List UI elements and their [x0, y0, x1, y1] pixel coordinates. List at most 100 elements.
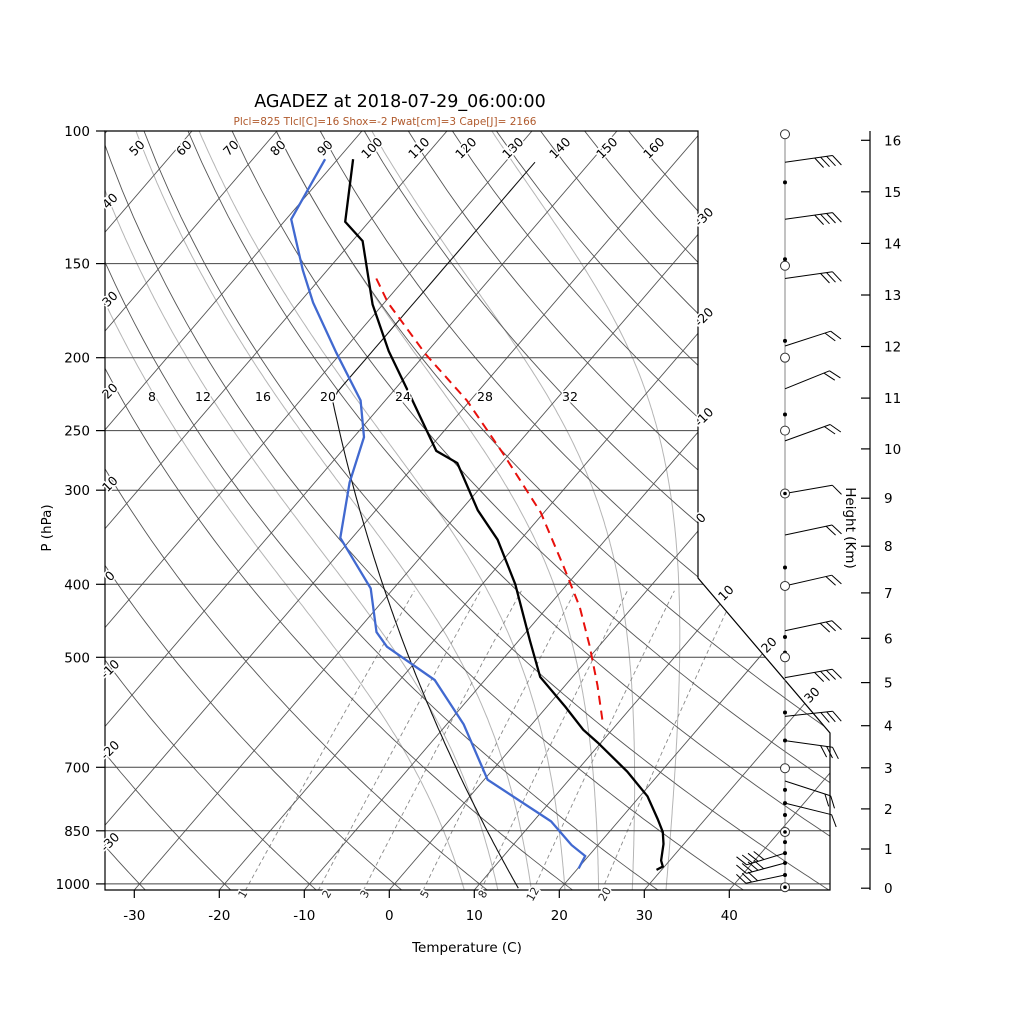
wind-barb-staff	[784, 668, 833, 679]
temperature-curve	[343, 159, 665, 871]
pressure-axis: 100 150 200 250 300 400 500 700 850 1000	[56, 124, 105, 893]
dry-adiabat-label: 120	[452, 134, 480, 162]
wind-barb-feather	[741, 863, 753, 873]
temperature-tick-label: 10	[466, 908, 483, 924]
wind-level-dot	[783, 635, 787, 640]
wind-barb-feather	[830, 330, 842, 340]
wind-barb-feather	[820, 156, 830, 168]
moist-adiabat-label: 12	[195, 389, 211, 404]
chart-title: AGADEZ at 2018-07-29_06:00:00	[254, 92, 546, 112]
wind-barb-feather	[820, 213, 830, 225]
dry-adiabat-label: 70	[220, 137, 242, 159]
wind-level-circle	[780, 580, 790, 591]
pressure-tick-label: 700	[64, 760, 90, 776]
wind-barb-feather	[823, 372, 836, 381]
wind-barb-staff	[784, 424, 831, 442]
wind-barb-staff	[784, 271, 833, 279]
pressure-tick-label: 850	[64, 824, 90, 840]
wind-barb-feather	[814, 214, 824, 225]
dry-adiabat-label: 30	[99, 288, 121, 310]
wind-barb-feather	[831, 668, 842, 679]
height-tick-label: 7	[884, 586, 893, 602]
wind-barb-feather	[753, 851, 765, 860]
dry-adiabat-label: 150	[593, 134, 621, 162]
wind-barb-feather	[831, 620, 842, 630]
wind-barb-staff	[784, 780, 831, 797]
wind-barb-feather	[826, 213, 836, 224]
pressure-tick-label: 100	[64, 124, 90, 140]
height-tick-label: 8	[884, 539, 893, 555]
standard-atmosphere-curve	[332, 161, 536, 889]
wind-barb-staff	[784, 155, 833, 163]
wind-barb-feather	[736, 864, 747, 874]
wind-barb-staff	[745, 874, 786, 884]
wind-barb-column	[736, 129, 842, 893]
wind-barb-feather	[831, 574, 842, 585]
moist-adiabat-label: 28	[477, 389, 493, 404]
wind-barb-staff	[784, 524, 833, 536]
wind-barb-feather	[831, 524, 842, 535]
wind-barb-feather	[820, 712, 830, 723]
wind-barb-feather	[824, 426, 836, 435]
wind-barb-feather	[825, 576, 836, 586]
wind-barb-staff	[784, 802, 832, 816]
height-tick-label: 12	[884, 340, 901, 356]
wind-level-circle	[780, 652, 790, 663]
wind-level-dot	[783, 412, 787, 417]
temperature-tick-label: -10	[293, 908, 315, 924]
plot-grid-area	[105, 131, 830, 890]
wind-barb-feather	[831, 484, 842, 495]
temperature-tick-label: 0	[385, 908, 394, 924]
wind-barb-feather	[819, 622, 831, 633]
temperature-tick-label: 30	[636, 908, 653, 924]
wind-level-circle	[780, 352, 790, 363]
wind-barb-feather	[832, 212, 842, 223]
wind-barb-staff	[784, 212, 833, 220]
isotherm-label: -10	[691, 404, 716, 429]
height-tick-label: 0	[884, 881, 893, 897]
wind-level-dot	[783, 257, 787, 262]
wind-barb-feather	[824, 332, 836, 342]
temperature-tick-label: -30	[123, 908, 145, 924]
wind-level-circle	[780, 425, 790, 436]
dry-adiabat-label: 50	[126, 137, 148, 159]
wind-barb-staff	[784, 330, 831, 347]
moist-adiabat-label: 8	[148, 389, 156, 404]
height-tick-label: 16	[884, 133, 901, 149]
dry-adiabat-label: -20	[97, 737, 122, 762]
wind-barb-feather	[832, 746, 839, 760]
height-tick-label: 11	[884, 391, 901, 407]
dewpoint-curve	[289, 158, 587, 870]
wind-barb-feather	[747, 861, 759, 871]
wind-level-dot	[783, 738, 787, 743]
wind-level-dot	[783, 180, 787, 185]
wind-barb-feather	[747, 852, 759, 862]
wind-barb-staff	[746, 852, 786, 866]
height-tick-label: 1	[884, 842, 893, 858]
height-tick-label: 3	[884, 761, 893, 777]
height-tick-label: 6	[884, 631, 893, 647]
wind-barb-feather	[753, 860, 765, 870]
wind-level-dot	[783, 801, 787, 806]
dry-adiabat-label: 90	[314, 137, 336, 159]
wind-level-dot	[783, 338, 787, 343]
wind-barb-feather	[814, 157, 824, 168]
pressure-tick-label: 150	[64, 257, 90, 273]
dry-adiabat-label: 20	[99, 380, 121, 402]
pressure-tick-label: 250	[64, 424, 90, 440]
plot-frame	[104, 130, 831, 891]
height-tick-label: 10	[884, 442, 901, 458]
height-tick-label: 4	[884, 719, 893, 735]
parcel-curve	[375, 278, 604, 723]
wind-level-circled-dot-center	[783, 491, 787, 496]
dry-adiabat-label: 110	[405, 134, 433, 162]
wind-level-circle	[780, 129, 790, 140]
moist-adiabat-grid	[105, 131, 681, 890]
dry-adiabat-label: 60	[173, 137, 195, 159]
wind-barb-feather	[830, 795, 835, 809]
dry-adiabat-label: 40	[99, 190, 121, 212]
temperature-tick-label: 20	[551, 908, 568, 924]
wind-barb-feather	[747, 871, 758, 882]
